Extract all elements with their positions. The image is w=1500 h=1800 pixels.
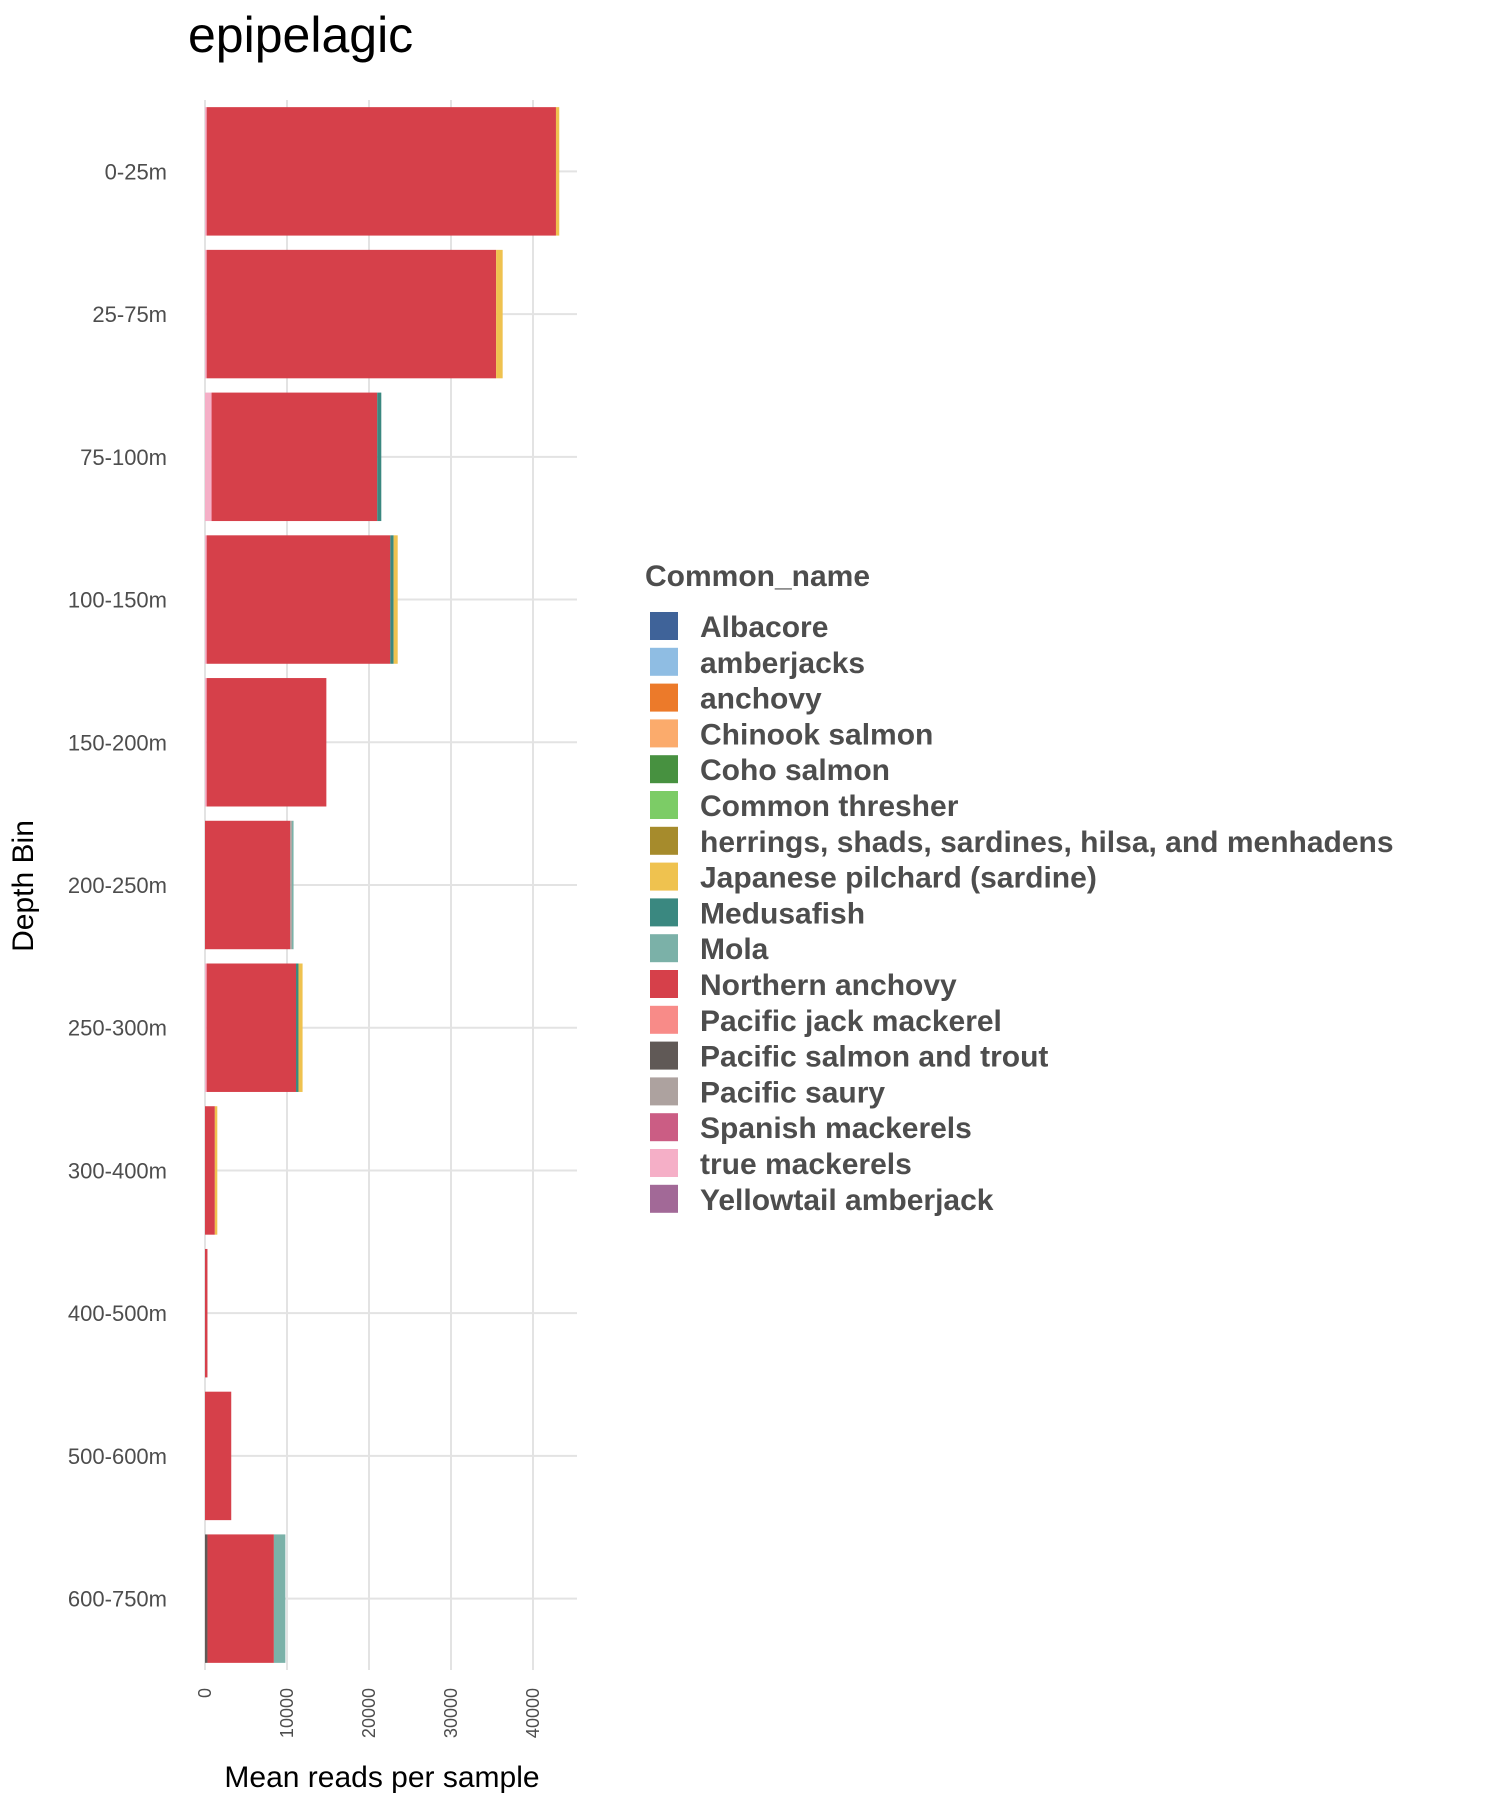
legend-swatch — [650, 719, 678, 748]
bar-segment-northern-anchovy — [211, 392, 378, 522]
legend-label: Pacific jack mackerel — [700, 1005, 1002, 1038]
legend-label: true mackerels — [700, 1148, 912, 1181]
y-tick-label: 150-200m — [68, 730, 167, 755]
legend: Common_name AlbacoreamberjacksanchovyChi… — [645, 560, 1394, 1217]
y-tick-label: 300-400m — [68, 1158, 167, 1183]
bar-segment-japanese-pilchard-sardine — [555, 107, 560, 236]
legend-swatch — [650, 1077, 678, 1106]
legend-swatch — [650, 970, 678, 998]
bar-segment-medusafish — [390, 535, 394, 664]
chart-title: epipelagic — [188, 7, 413, 63]
legend-swatch — [650, 1184, 678, 1213]
y-tick-label: 0-25m — [105, 159, 167, 184]
bars — [205, 107, 560, 1663]
bar-segment-true-mackerels — [205, 963, 207, 1092]
legend-label: Albacore — [700, 611, 828, 644]
legend-label: Mola — [700, 933, 769, 966]
bar-segment-medusafish — [296, 963, 299, 1092]
legend-swatch — [650, 683, 678, 712]
bar-segment-true-mackerels — [205, 249, 207, 379]
bar-segment-true-mackerels — [205, 392, 212, 522]
y-tick-label: 400-500m — [68, 1301, 167, 1326]
legend-label: Northern anchovy — [700, 969, 957, 1002]
bar-segment-true-mackerels — [205, 107, 207, 236]
legend-swatch — [650, 791, 678, 819]
x-axis-title: Mean reads per sample — [224, 1761, 539, 1794]
bar-segment-true-mackerels — [205, 535, 207, 664]
y-axis-title: Depth Bin — [7, 820, 40, 952]
legend-swatch — [650, 647, 678, 676]
bar-segment-northern-anchovy — [206, 249, 497, 379]
legend-label: Coho salmon — [700, 754, 890, 787]
legend-label: Common thresher — [700, 790, 959, 823]
legend-label: Pacific saury — [700, 1076, 885, 1109]
bar-segment-northern-anchovy — [205, 1106, 215, 1235]
y-tick-label: 200-250m — [68, 873, 167, 898]
y-tick-label: 600-750m — [68, 1587, 167, 1612]
legend-label: amberjacks — [700, 647, 865, 680]
y-tick-label: 100-150m — [68, 588, 167, 613]
bar-segment-northern-anchovy — [205, 1248, 208, 1378]
bar-segment-japanese-pilchard-sardine — [214, 1106, 218, 1235]
bar-segment-northern-anchovy — [205, 820, 291, 950]
y-tick-label: 500-600m — [68, 1444, 167, 1469]
legend-label: Yellowtail amberjack — [700, 1184, 994, 1217]
legend-label: Pacific salmon and trout — [700, 1041, 1048, 1074]
bar-segment-northern-anchovy — [206, 535, 391, 664]
bar-segment-pacific-saury — [290, 820, 292, 950]
bar-segment-northern-anchovy — [207, 1534, 274, 1663]
legend-swatch — [650, 898, 678, 927]
x-tick-label: 0 — [195, 1688, 215, 1698]
bar-segment-true-mackerels — [205, 678, 207, 807]
x-tick-label: 30000 — [441, 1688, 461, 1738]
legend-swatch — [650, 862, 678, 891]
legend-label: anchovy — [700, 683, 822, 716]
legend-swatch — [650, 1041, 678, 1070]
y-tick-label: 250-300m — [68, 1016, 167, 1041]
bar-segment-mola — [273, 1534, 286, 1663]
bar-segment-northern-anchovy — [206, 107, 556, 236]
legend-swatch — [650, 612, 678, 640]
bar-segment-northern-anchovy — [205, 1391, 232, 1521]
legend-swatch — [650, 826, 678, 855]
y-tick-label: 25-75m — [92, 302, 167, 327]
bar-segment-medusafish — [377, 392, 382, 522]
bar-segment-japanese-pilchard-sardine — [298, 963, 303, 1092]
legend-label: herrings, shads, sardines, hilsa, and me… — [700, 826, 1394, 859]
bar-segment-mola — [291, 820, 294, 950]
legend-label: Japanese pilchard (sardine) — [700, 862, 1097, 895]
bar-segment-pacific-salmon-and-trout — [205, 1534, 208, 1663]
legend-swatch — [650, 934, 678, 963]
y-tick-label: 75-100m — [80, 445, 167, 470]
legend-swatch — [650, 1005, 678, 1034]
bar-segment-japanese-pilchard-sardine — [393, 535, 398, 664]
legend-title: Common_name — [645, 560, 870, 593]
bar-segment-northern-anchovy — [206, 678, 327, 807]
y-tick-labels: 0-25m 25-75m 75-100m 100-150m 150-200m 200-25… — [68, 159, 167, 1611]
legend-label: Medusafish — [700, 897, 865, 930]
x-tick-labels: 0 10000 20000 30000 40000 — [195, 1688, 543, 1738]
bar-segment-northern-anchovy — [206, 963, 297, 1092]
legend-label: Chinook salmon — [700, 718, 933, 751]
x-tick-label: 10000 — [277, 1688, 297, 1738]
bar-segment-japanese-pilchard-sardine — [496, 249, 503, 379]
legend-label: Spanish mackerels — [700, 1112, 972, 1145]
x-tick-label: 20000 — [359, 1688, 379, 1738]
legend-swatch — [650, 755, 678, 784]
legend-swatch — [650, 1149, 678, 1177]
legend-swatch — [650, 1113, 678, 1142]
x-tick-label: 40000 — [523, 1688, 543, 1738]
